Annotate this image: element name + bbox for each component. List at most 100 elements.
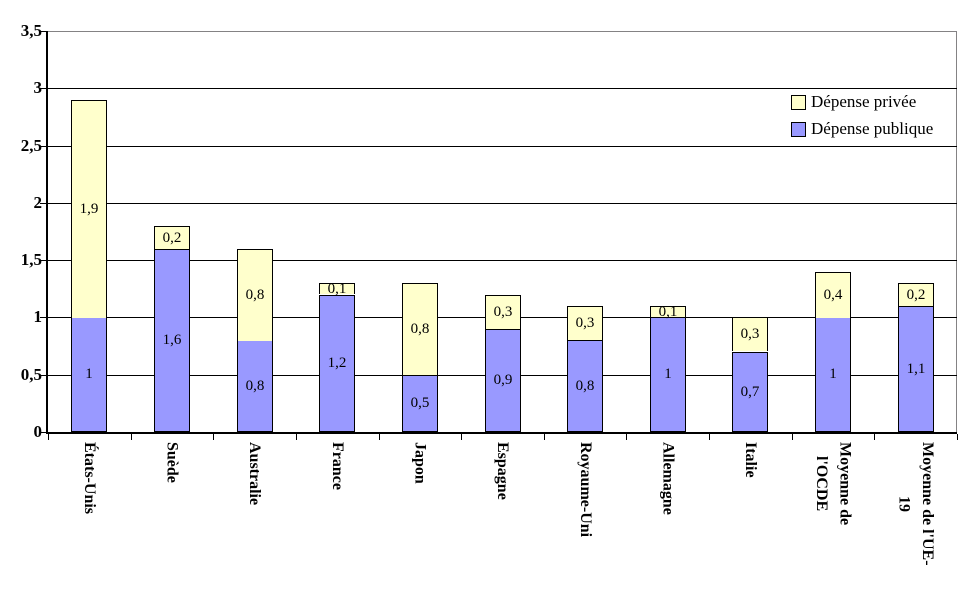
x-axis-tick (792, 434, 793, 440)
bar-segment-public: 0,5 (402, 375, 438, 432)
bar-segment-public: 1,6 (154, 249, 190, 432)
bar-value-label: 1,6 (162, 332, 182, 348)
x-axis-tick (131, 434, 132, 440)
bar-segment-public: 1,2 (319, 295, 355, 432)
x-axis-tick (296, 434, 297, 440)
y-axis-tick (40, 146, 48, 147)
x-axis-tick (709, 434, 710, 440)
y-axis-tick-label: 1 (33, 307, 43, 326)
y-axis-tick (40, 260, 48, 261)
bar-segment-private: 0,3 (567, 306, 603, 340)
bar-value-label: 0,8 (245, 377, 265, 394)
bar-value-label: 1 (664, 366, 672, 382)
x-axis-tick (48, 434, 49, 440)
bar-value-label: 0,2 (162, 229, 182, 246)
bar-value-label: 0,5 (410, 395, 430, 411)
bar-segment-private: 0,3 (485, 295, 521, 329)
legend-label-private: Dépense privée (811, 92, 917, 111)
x-axis-line (46, 432, 957, 434)
x-axis-label-slot: Japon (379, 442, 462, 597)
bar-value-label: 0,1 (658, 303, 678, 320)
bar-value-label: 0,8 (575, 377, 595, 394)
x-axis-category-label: États-Unis (80, 442, 98, 515)
legend-swatch-public-icon (791, 121, 806, 137)
bar-segment-public: 0,8 (567, 340, 603, 432)
legend-item-public: Dépense publique (791, 119, 933, 139)
bar-segment-private: 0,8 (237, 249, 273, 341)
legend: Dépense privée Dépense publique (791, 92, 933, 139)
y-axis-tick-label: 3,5 (20, 21, 42, 40)
gridline (48, 203, 957, 204)
bar-value-label: 1,1 (906, 360, 926, 377)
bar-segment-private: 0,1 (319, 280, 355, 297)
bar-segment-private: 1,9 (71, 100, 107, 318)
x-axis-label-slot: Australie (213, 442, 296, 597)
bar-value-label: 0,4 (823, 287, 843, 303)
gridline (48, 146, 957, 147)
x-axis-category-label: Italie (742, 442, 760, 478)
x-axis-label-slot: France (296, 442, 379, 597)
x-axis-label-slot: Allemagne (626, 442, 709, 597)
x-axis-category-label: Moyenne de l'UE- 19 (895, 442, 936, 566)
bar-segment-private: 0,2 (898, 283, 934, 306)
y-axis-tick (40, 31, 48, 32)
y-axis-tick (40, 88, 48, 89)
bar-value-label: 0,7 (740, 383, 760, 400)
bar-value-label: 0,3 (575, 315, 595, 331)
legend-swatch-private-icon (791, 94, 806, 110)
bar-segment-private: 0,3 (732, 317, 768, 351)
y-axis-tick-label: 1,5 (20, 250, 42, 269)
x-axis-label-slot: Suède (131, 442, 214, 597)
bar-value-label: 0,1 (327, 280, 347, 297)
bar-value-label: 1,2 (327, 355, 347, 371)
x-axis-category-label: Moyenne de l'OCDE (813, 442, 854, 526)
x-axis-label-slot: Moyenne de l'UE- 19 (874, 442, 957, 597)
bar-value-label: 1 (85, 366, 93, 382)
x-axis-label-slot: Royaume-Uni (544, 442, 627, 597)
bar-segment-public: 0,9 (485, 329, 521, 432)
x-axis-tick (874, 434, 875, 440)
bar-segment-private: 0,2 (154, 226, 190, 249)
bar-value-label: 0,3 (740, 326, 760, 342)
x-axis-tick (213, 434, 214, 440)
y-axis-line (46, 31, 48, 434)
y-axis-tick-label: 3 (33, 78, 43, 97)
bar-value-label: 0,8 (410, 321, 430, 337)
x-axis-category-label: Royaume-Uni (576, 442, 594, 538)
bar-segment-private: 0,8 (402, 283, 438, 375)
x-axis-category-label: Australie (246, 442, 264, 506)
x-axis-labels: États-Unis Suède Australie France Japon Espag… (48, 442, 957, 597)
bar-segment-public: 1,1 (898, 306, 934, 432)
plot-border-top (48, 31, 957, 32)
x-axis-category-label: Espagne (494, 442, 512, 500)
x-axis-label-slot: Italie (709, 442, 792, 597)
y-axis-tick-label: 0,5 (20, 365, 42, 384)
bar-value-label: 0,2 (906, 286, 926, 303)
bar-segment-public: 0,8 (237, 340, 273, 432)
y-axis-tick (40, 317, 48, 318)
x-axis-category-label: Suède (163, 442, 181, 483)
x-axis-tick (626, 434, 627, 440)
x-axis-category-label: France (328, 442, 346, 490)
x-axis-label-slot: Moyenne de l'OCDE (792, 442, 875, 597)
y-axis-tick-label: 0 (33, 422, 43, 441)
bar-segment-public: 1 (815, 317, 851, 432)
x-axis-category-label: Allemagne (659, 442, 677, 515)
y-axis-tick (40, 203, 48, 204)
y-axis-tick (40, 432, 48, 433)
y-axis-tick-label: 2 (33, 193, 43, 212)
y-axis-tick (40, 375, 48, 376)
bar-value-label: 0,8 (245, 287, 265, 303)
x-axis-label-slot: Espagne (461, 442, 544, 597)
x-axis-tick (957, 434, 958, 440)
legend-label-public: Dépense publique (811, 119, 934, 138)
bar-segment-private: 0,1 (650, 303, 686, 320)
bar-value-label: 1 (829, 366, 837, 382)
legend-item-private: Dépense privée (791, 92, 933, 112)
bar-value-label: 0,9 (493, 372, 513, 388)
x-axis-tick (544, 434, 545, 440)
bar-value-label: 0,3 (493, 304, 513, 320)
bar-value-label: 1,9 (79, 201, 99, 217)
x-axis-tick (461, 434, 462, 440)
